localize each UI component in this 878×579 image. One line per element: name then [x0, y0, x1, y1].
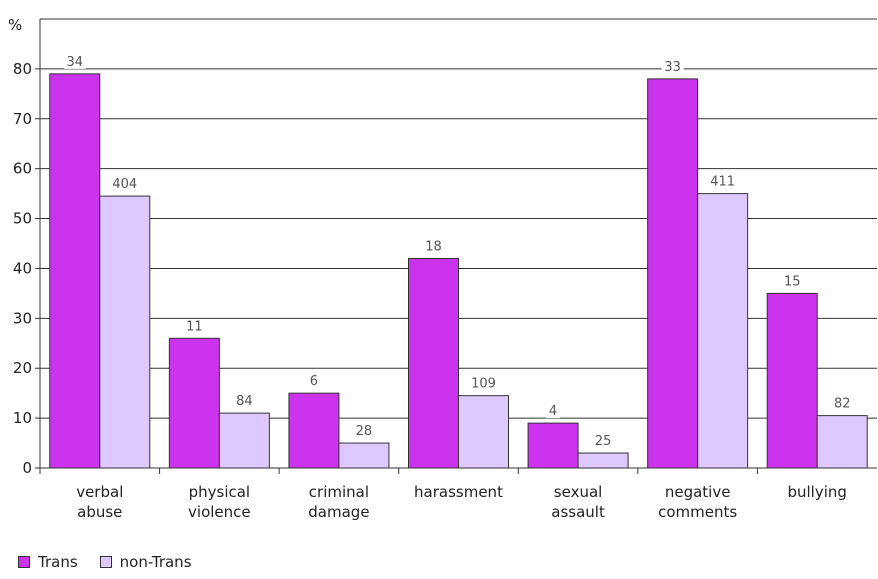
bar-trans — [647, 78, 699, 469]
category-label: abuse — [77, 503, 122, 521]
legend: Trans non-Trans — [18, 553, 214, 571]
data-label-bg — [306, 374, 321, 389]
category-label: assault — [551, 503, 605, 521]
y-axis-label: % — [8, 16, 22, 34]
data-label: 25 — [595, 434, 612, 449]
category-label: criminal — [309, 483, 369, 501]
y-tick-label: 50 — [13, 210, 32, 228]
data-label: 15 — [784, 274, 801, 289]
y-tick-label: 20 — [13, 359, 32, 377]
legend-label-non-trans: non-Trans — [119, 553, 192, 571]
data-label-bg — [707, 174, 738, 189]
bar-trans — [168, 337, 220, 469]
data-label-bg — [592, 434, 615, 449]
data-label-bg — [546, 404, 561, 419]
bar-non-trans — [577, 452, 629, 469]
legend-swatch-non-trans — [99, 556, 112, 568]
category-label: negative — [665, 483, 731, 501]
category-label: sexual — [554, 483, 603, 501]
data-label-bg — [109, 177, 140, 192]
category-label: verbal — [76, 483, 123, 501]
legend-swatch-trans — [18, 556, 30, 568]
y-tick-label: 0 — [22, 459, 32, 477]
y-tick-label: 40 — [13, 259, 32, 277]
y-tick-label: 60 — [13, 160, 32, 178]
data-label: 33 — [664, 60, 681, 75]
data-label-bg — [183, 319, 206, 334]
bar-chart: 0 10 20 30 40 50 60 70 80% 34 404 verbal abuse 11 84 ph… — [8, 16, 877, 521]
data-label: 404 — [112, 177, 137, 192]
category-label: damage — [308, 503, 369, 521]
data-label: 28 — [356, 424, 373, 439]
data-label-bg — [661, 59, 684, 74]
data-label: 82 — [834, 397, 851, 412]
data-label: 109 — [471, 377, 496, 392]
data-label-bg — [63, 54, 86, 69]
data-label-bg — [831, 396, 854, 411]
bar-trans — [408, 257, 459, 469]
legend-item-non-trans: non-Trans — [99, 553, 192, 571]
legend-item-trans: Trans — [18, 553, 78, 571]
bar-non-trans — [99, 195, 151, 469]
bar-non-trans — [697, 193, 749, 469]
data-label-bg — [781, 274, 804, 289]
bar-trans — [766, 292, 818, 469]
y-tick-label: 10 — [13, 409, 32, 427]
bar-non-trans — [218, 412, 270, 469]
legend-label-trans: Trans — [38, 553, 78, 571]
y-tick-label: 70 — [13, 110, 32, 128]
bar-trans — [49, 73, 101, 469]
y-tick-label: 80 — [13, 60, 32, 78]
category-label: bullying — [787, 483, 846, 501]
bar-non-trans — [816, 415, 868, 469]
category-label: violence — [188, 503, 251, 521]
data-label: 18 — [425, 239, 442, 254]
data-label-bg — [468, 376, 499, 391]
category-label: physical — [189, 483, 251, 501]
bar-non-trans — [338, 442, 390, 469]
bar-non-trans — [458, 395, 509, 469]
data-label: 4 — [549, 404, 557, 419]
data-label: 411 — [710, 175, 735, 190]
data-label: 11 — [186, 319, 203, 334]
bar-trans — [527, 422, 579, 469]
bar-trans — [288, 392, 340, 469]
y-tick-label: 30 — [13, 309, 32, 327]
data-label: 6 — [310, 374, 318, 389]
category-label: comments — [658, 503, 737, 521]
data-label: 34 — [67, 55, 84, 70]
category-label: harassment — [414, 483, 503, 501]
data-label-bg — [422, 239, 445, 254]
data-label-bg — [352, 424, 375, 439]
data-label: 84 — [236, 394, 253, 409]
data-label-bg — [233, 394, 256, 409]
